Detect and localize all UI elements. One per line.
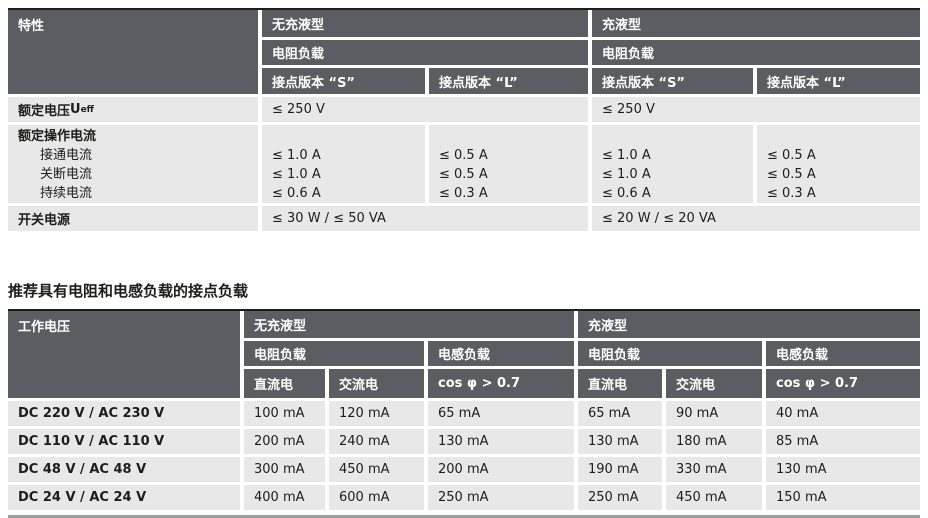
- characteristics-table: 特性 无充液型 充液型 电阻负载 电阻负载 接点版本 “S” 接点版本 “L” …: [8, 8, 920, 231]
- t2-col-ac-filled: 交流电: [666, 369, 762, 398]
- t2-col-cosphi-filled: cos φ > 0.7: [766, 369, 920, 398]
- t2-cell-value: 190 mA: [578, 457, 662, 482]
- t2-row-label: DC 220 V / AC 230 V: [8, 401, 240, 426]
- t2-row-label: DC 24 V / AC 24 V: [8, 485, 240, 510]
- t2-cell-value: 240 mA: [329, 429, 424, 454]
- t2-group-header-filled: 充液型: [578, 311, 920, 338]
- t2-col-ac-dry: 交流电: [329, 369, 424, 398]
- voltage-symbol-subscript: eff: [80, 104, 94, 115]
- t2-cell-value: 200 mA: [428, 457, 574, 482]
- t2-col-dc-filled: 直流电: [578, 369, 662, 398]
- t2-cell-value: 250 mA: [578, 485, 662, 510]
- t2-cell-value: 130 mA: [578, 429, 662, 454]
- t2-cell-value: 130 mA: [428, 429, 574, 454]
- t2-col-dc-dry: 直流电: [244, 369, 325, 398]
- voltage-symbol: U: [70, 102, 81, 117]
- current-sublabel-breaking: 关断电流: [40, 167, 93, 182]
- t1-voltage-value-filled: ≤ 250 V: [592, 97, 920, 122]
- current-value: ≤ 0.3 A: [439, 186, 488, 201]
- t2-group-header-dry: 无充液型: [244, 311, 574, 338]
- current-value: ≤ 0.5 A: [439, 167, 488, 182]
- current-sublabel-closing: 接通电流: [40, 148, 93, 163]
- t1-group-header-filled: 充液型: [592, 10, 920, 37]
- t1-version-header-l2: 接点版本 “L”: [757, 68, 920, 94]
- current-value: ≤ 1.0 A: [602, 167, 651, 182]
- t2-load-resistive-filled: 电阻负载: [578, 341, 762, 366]
- t2-cell-value: 450 mA: [329, 457, 424, 482]
- t2-row-label: DC 48 V / AC 48 V: [8, 457, 240, 482]
- current-row-title: 额定操作电流: [18, 129, 97, 144]
- current-value: ≤ 0.3 A: [767, 186, 816, 201]
- t2-cell-value: 150 mA: [766, 485, 920, 510]
- t2-cell-value: 400 mA: [244, 485, 325, 510]
- t2-col-cosphi-dry: cos φ > 0.7: [428, 369, 574, 398]
- t1-current-values-dry-s: ≤ 1.0 A ≤ 1.0 A ≤ 0.6 A: [262, 125, 425, 203]
- t2-cell-value: 100 mA: [244, 401, 325, 426]
- current-value: ≤ 1.0 A: [272, 148, 321, 163]
- t1-current-values-filled-l: ≤ 0.5 A ≤ 0.5 A ≤ 0.3 A: [757, 125, 920, 203]
- t2-cell-value: 40 mA: [766, 401, 920, 426]
- t2-load-inductive-dry: 电感负载: [428, 341, 574, 366]
- voltage-label-text: 额定电压: [18, 104, 71, 119]
- t2-load-inductive-filled: 电感负载: [766, 341, 920, 366]
- t2-cell-value: 600 mA: [329, 485, 424, 510]
- t1-power-value-dry: ≤ 30 W / ≤ 50 VA: [262, 206, 588, 231]
- t1-corner-header: 特性: [8, 10, 258, 94]
- current-sublabel-continuous: 持续电流: [40, 186, 93, 201]
- current-value: ≤ 0.6 A: [602, 186, 651, 201]
- t1-row-power-label: 开关电源: [8, 206, 258, 231]
- t2-cell-value: 200 mA: [244, 429, 325, 454]
- t1-version-header-s2: 接点版本 “S”: [592, 68, 753, 94]
- t1-current-values-filled-s: ≤ 1.0 A ≤ 1.0 A ≤ 0.6 A: [592, 125, 753, 203]
- t2-cell-value: 450 mA: [666, 485, 762, 510]
- t2-cell-value: 180 mA: [666, 429, 762, 454]
- current-value: ≤ 0.5 A: [767, 148, 816, 163]
- current-value: ≤ 0.6 A: [272, 186, 321, 201]
- t2-cell-value: 90 mA: [666, 401, 762, 426]
- t2-row-label: DC 110 V / AC 110 V: [8, 429, 240, 454]
- t2-cell-value: 250 mA: [428, 485, 574, 510]
- t1-load-type-left: 电阻负载: [262, 40, 588, 65]
- t1-version-header-s1: 接点版本 “S”: [262, 68, 425, 94]
- current-value: ≤ 1.0 A: [602, 148, 651, 163]
- contact-load-table: 工作电压 无充液型 充液型 电阻负载 电感负载 电阻负载 电感负载 直流电 交流…: [8, 309, 920, 510]
- t2-cell-value: 65 mA: [428, 401, 574, 426]
- current-value: ≤ 0.5 A: [767, 167, 816, 182]
- t1-version-header-l1: 接点版本 “L”: [429, 68, 588, 94]
- t2-load-resistive-dry: 电阻负载: [244, 341, 424, 366]
- t2-cell-value: 130 mA: [766, 457, 920, 482]
- t1-row-current-label: 额定操作电流 接通电流 关断电流 持续电流: [8, 125, 258, 203]
- t1-group-header-dry: 无充液型: [262, 10, 588, 37]
- t1-load-type-right: 电阻负载: [592, 40, 920, 65]
- t1-current-values-dry-l: ≤ 0.5 A ≤ 0.5 A ≤ 0.3 A: [429, 125, 588, 203]
- t2-cell-value: 300 mA: [244, 457, 325, 482]
- t2-cell-value: 330 mA: [666, 457, 762, 482]
- current-value: ≤ 1.0 A: [272, 167, 321, 182]
- t1-power-value-filled: ≤ 20 W / ≤ 20 VA: [592, 206, 920, 231]
- current-value: ≤ 0.5 A: [439, 148, 488, 163]
- t2-cell-value: 65 mA: [578, 401, 662, 426]
- t2-cell-value: 120 mA: [329, 401, 424, 426]
- next-section-edge: [8, 515, 920, 518]
- t2-corner-header: 工作电压: [8, 311, 240, 398]
- section-title: 推荐具有电阻和电感负载的接点负载: [8, 282, 249, 300]
- t1-voltage-value-dry: ≤ 250 V: [262, 97, 588, 122]
- t2-cell-value: 85 mA: [766, 429, 920, 454]
